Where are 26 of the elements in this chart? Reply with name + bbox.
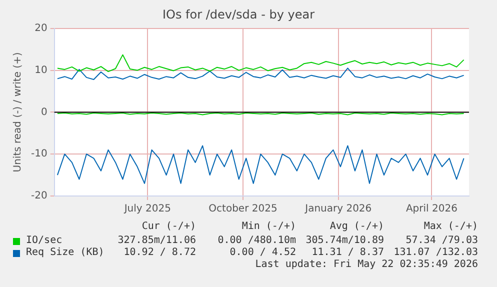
text: 0.00 /480.10m xyxy=(218,235,296,247)
y-tick-label: 20 xyxy=(34,22,48,34)
legend-label: Req Size (KB) xyxy=(26,247,104,259)
x-tick-label: October 2025 xyxy=(208,204,278,215)
text: Last update: Fri May 22 02:35:49 2026 xyxy=(255,259,478,271)
text: Avg (-/+) xyxy=(330,221,384,233)
legend-label: IO/sec xyxy=(26,235,62,247)
text: Max (-/+) xyxy=(424,221,478,233)
y-tick-label: 10 xyxy=(34,64,48,76)
text: 131.07 /132.03 xyxy=(394,247,478,259)
text: 11.31 / 8.37 xyxy=(312,247,384,259)
text: Cur (-/+) xyxy=(142,221,196,233)
y-tick-label: 0 xyxy=(40,106,48,118)
y-axis-title: Units read (-) / write (+) xyxy=(12,52,24,172)
y-tick-label: -20 xyxy=(30,190,48,202)
text: 0.00 / 4.52 xyxy=(230,247,296,259)
text: 57.34 /79.03 xyxy=(406,235,478,247)
x-tick-label: April 2026 xyxy=(406,204,458,215)
text: 327.85m/11.06 xyxy=(118,235,196,247)
text: Min (-/+) xyxy=(242,221,296,233)
chart-title: IOs for /dev/sda - by year xyxy=(162,7,315,22)
text: 10.92 / 8.72 xyxy=(124,247,196,259)
x-tick-label: January 2026 xyxy=(304,204,372,215)
y-tick-label: -10 xyxy=(30,148,48,160)
x-tick-label: July 2025 xyxy=(123,204,171,215)
text: 305.74m/10.89 xyxy=(306,235,384,247)
